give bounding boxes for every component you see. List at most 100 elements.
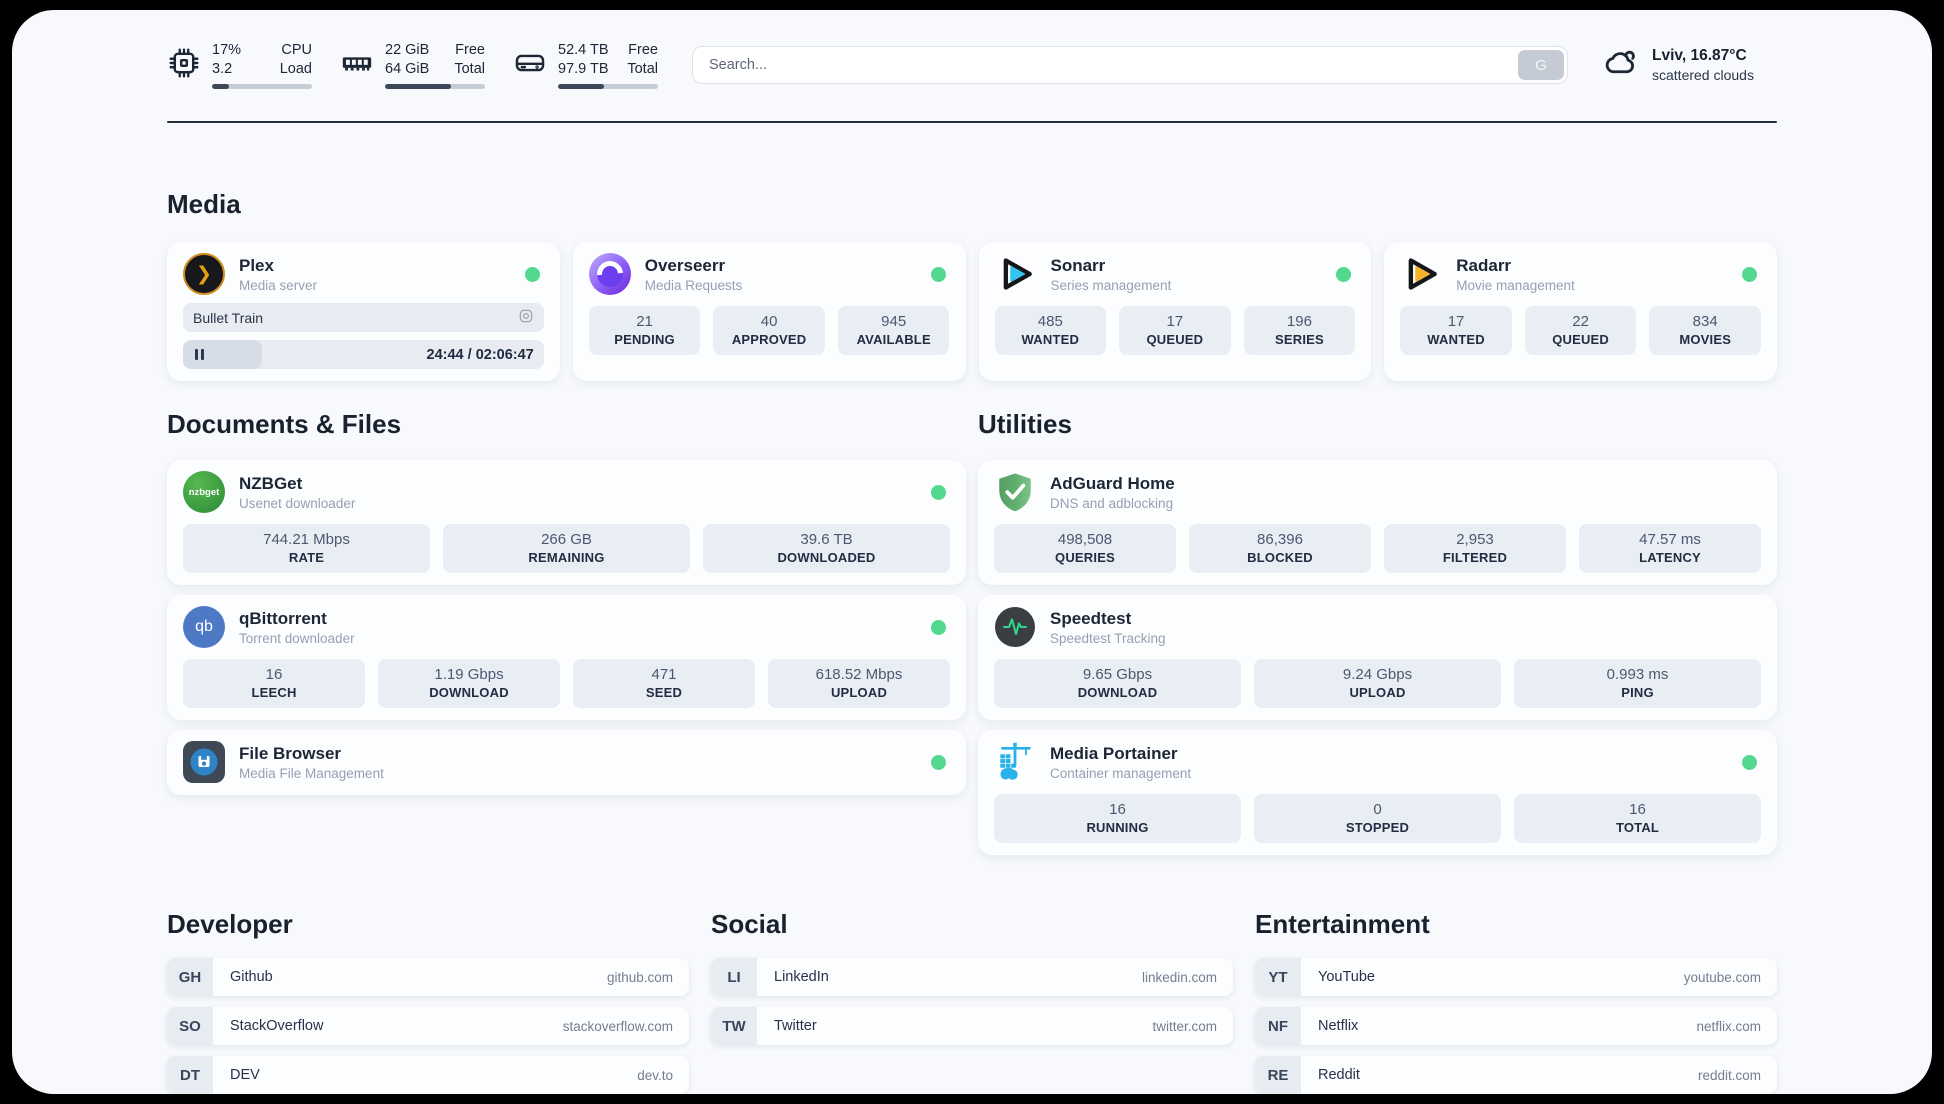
stat-download: 9.65 Gbps DOWNLOAD xyxy=(994,659,1241,708)
app-subtitle: Media server xyxy=(239,277,318,293)
stat-leech: 16 LEECH xyxy=(183,659,365,708)
stat-total: 16 TOTAL xyxy=(1514,794,1761,843)
bookmark-name: Netflix xyxy=(1318,1018,1359,1034)
bookmark-name: Twitter xyxy=(774,1018,817,1034)
radarr-icon xyxy=(1400,253,1442,295)
section-title-utilities: Utilities xyxy=(978,409,1072,439)
bookmark-stackoverflow[interactable]: SO StackOverflow stackoverflow.com xyxy=(167,1007,689,1045)
dashboard-page: 17% 3.2 CPU Load xyxy=(12,10,1932,1094)
bookmark-url: reddit.com xyxy=(1697,1067,1761,1083)
disk-total-label: Total xyxy=(627,61,658,77)
bookmark-abbr: YT xyxy=(1255,958,1301,996)
top-bar: 17% 3.2 CPU Load xyxy=(167,40,1777,90)
app-title: Sonarr xyxy=(1050,255,1106,275)
stat-queued: 17 QUEUED xyxy=(1119,306,1231,355)
bookmark-abbr: GH xyxy=(167,958,213,996)
stat-downloaded: 39.6 TB DOWNLOADED xyxy=(703,524,950,573)
pause-icon[interactable] xyxy=(195,349,204,360)
cpu-label: CPU xyxy=(281,41,312,58)
stat-wanted: 485 WANTED xyxy=(994,306,1107,355)
app-title: Plex xyxy=(239,255,274,275)
filebrowser-card[interactable]: File Browser Media File Management xyxy=(167,730,966,795)
portainer-card[interactable]: Media Portainer Container management 16 R… xyxy=(978,730,1777,855)
developer-bookmarks: Developer GH Github github.com SO StackO… xyxy=(167,909,689,1094)
bookmark-name: LinkedIn xyxy=(774,969,829,985)
bookmark-twitter[interactable]: TW Twitter twitter.com xyxy=(711,1007,1233,1045)
stat-filtered: 2,953 FILTERED xyxy=(1384,524,1566,573)
player-progress-row[interactable]: 24:44 / 02:06:47 xyxy=(183,340,544,369)
disk-total-value: 97.9 TB xyxy=(558,61,609,77)
adguard-card[interactable]: AdGuard Home DNS and adblocking 498,508 Q… xyxy=(978,460,1777,585)
speedtest-pulse-icon xyxy=(994,606,1036,648)
nzbget-icon: nzbget xyxy=(183,471,225,513)
overseerr-card[interactable]: Overseerr Media Requests 21 PENDING 40 APP… xyxy=(572,242,966,381)
bookmark-abbr: LI xyxy=(711,958,757,996)
stat-upload: 618.52 Mbps UPLOAD xyxy=(768,659,950,708)
search-engine-button[interactable]: G xyxy=(1518,50,1564,80)
section-title-entertainment: Entertainment xyxy=(1255,909,1430,939)
stat-rate: 744.21 Mbps RATE xyxy=(183,524,430,573)
weather-condition: scattered clouds xyxy=(1652,67,1754,83)
sonarr-card[interactable]: Sonarr Series management 485 WANTED 17 QUE… xyxy=(978,242,1372,381)
app-title: Overseerr xyxy=(644,255,726,275)
speedtest-card[interactable]: Speedtest Speedtest Tracking 9.65 Gbps DO… xyxy=(978,595,1777,720)
sonarr-icon xyxy=(995,253,1037,295)
ram-progress-track xyxy=(385,84,485,90)
stat-movies: 834 MOVIES xyxy=(1649,306,1761,355)
entertainment-bookmarks: Entertainment YT YouTube youtube.com NF … xyxy=(1255,909,1777,1094)
stat-upload: 9.24 Gbps UPLOAD xyxy=(1254,659,1501,708)
disk-free-value: 52.4 TB xyxy=(558,41,609,58)
bookmark-netflix[interactable]: NF Netflix netflix.com xyxy=(1255,1007,1777,1045)
app-subtitle: Media Requests xyxy=(644,277,743,293)
bookmark-youtube[interactable]: YT YouTube youtube.com xyxy=(1255,958,1777,996)
status-online-dot xyxy=(524,266,540,282)
bookmark-url: youtube.com xyxy=(1683,969,1761,985)
cpu-load-label: Load xyxy=(279,61,312,77)
status-online-dot xyxy=(931,484,946,500)
bookmark-name: Github xyxy=(230,969,273,985)
bookmark-abbr: TW xyxy=(711,1007,757,1045)
header-divider xyxy=(167,121,1777,123)
app-subtitle: Movie management xyxy=(1456,277,1575,293)
portainer-crane-icon xyxy=(994,741,1036,783)
app-title: File Browser xyxy=(239,743,342,763)
stat-queries: 498,508 QUERIES xyxy=(994,524,1176,573)
bookmark-abbr: SO xyxy=(167,1007,213,1045)
section-title-documents: Documents & Files xyxy=(167,409,402,439)
bookmark-dev[interactable]: DT DEV dev.to xyxy=(167,1056,689,1094)
bookmark-linkedin[interactable]: LI LinkedIn linkedin.com xyxy=(711,958,1233,996)
bookmark-abbr: RE xyxy=(1255,1056,1301,1094)
cloud-icon xyxy=(1602,44,1639,86)
plex-icon: ❯ xyxy=(183,253,225,295)
search-input[interactable] xyxy=(693,47,1567,83)
bookmark-abbr: NF xyxy=(1255,1007,1301,1045)
bookmark-name: YouTube xyxy=(1318,969,1375,985)
bookmark-url: dev.to xyxy=(637,1067,673,1083)
radarr-card[interactable]: Radarr Movie management 17 WANTED 22 QUEUE… xyxy=(1384,242,1777,381)
stat-stopped: 0 STOPPED xyxy=(1254,794,1501,843)
session-icon xyxy=(518,308,534,327)
disk-free-label: Free xyxy=(628,41,658,58)
nzbget-card[interactable]: nzbget NZBGet Usenet downloader 744.21 M… xyxy=(167,460,966,585)
stat-series: 196 SERIES xyxy=(1243,306,1356,355)
status-online-dot xyxy=(931,619,946,635)
status-online-dot xyxy=(931,754,946,770)
cpu-load-value: 3.2 xyxy=(212,61,233,77)
stat-seed: 471 SEED xyxy=(573,659,755,708)
app-subtitle: Speedtest Tracking xyxy=(1050,630,1166,646)
weather-widget[interactable]: Lviv, 16.87°C scattered clouds xyxy=(1602,44,1777,86)
app-title: Speedtest xyxy=(1050,608,1132,628)
plex-card[interactable]: ❯ Plex Media server Bullet Train 24:44 xyxy=(167,242,560,381)
adguard-shield-icon xyxy=(994,471,1036,513)
status-online-dot xyxy=(1742,266,1757,282)
app-subtitle: DNS and adblocking xyxy=(1050,495,1174,511)
app-title: NZBGet xyxy=(239,473,303,493)
bookmark-reddit[interactable]: RE Reddit reddit.com xyxy=(1255,1056,1777,1094)
stat-ping: 0.993 ms PING xyxy=(1514,659,1761,708)
app-title: qBittorrent xyxy=(239,608,327,628)
app-subtitle: Container management xyxy=(1050,765,1192,781)
bookmark-github[interactable]: GH Github github.com xyxy=(167,958,689,996)
bookmark-url: netflix.com xyxy=(1696,1018,1761,1034)
now-playing-row[interactable]: Bullet Train xyxy=(183,303,544,332)
qbittorrent-card[interactable]: qb qBittorrent Torrent downloader 16 LEEC… xyxy=(167,595,966,720)
